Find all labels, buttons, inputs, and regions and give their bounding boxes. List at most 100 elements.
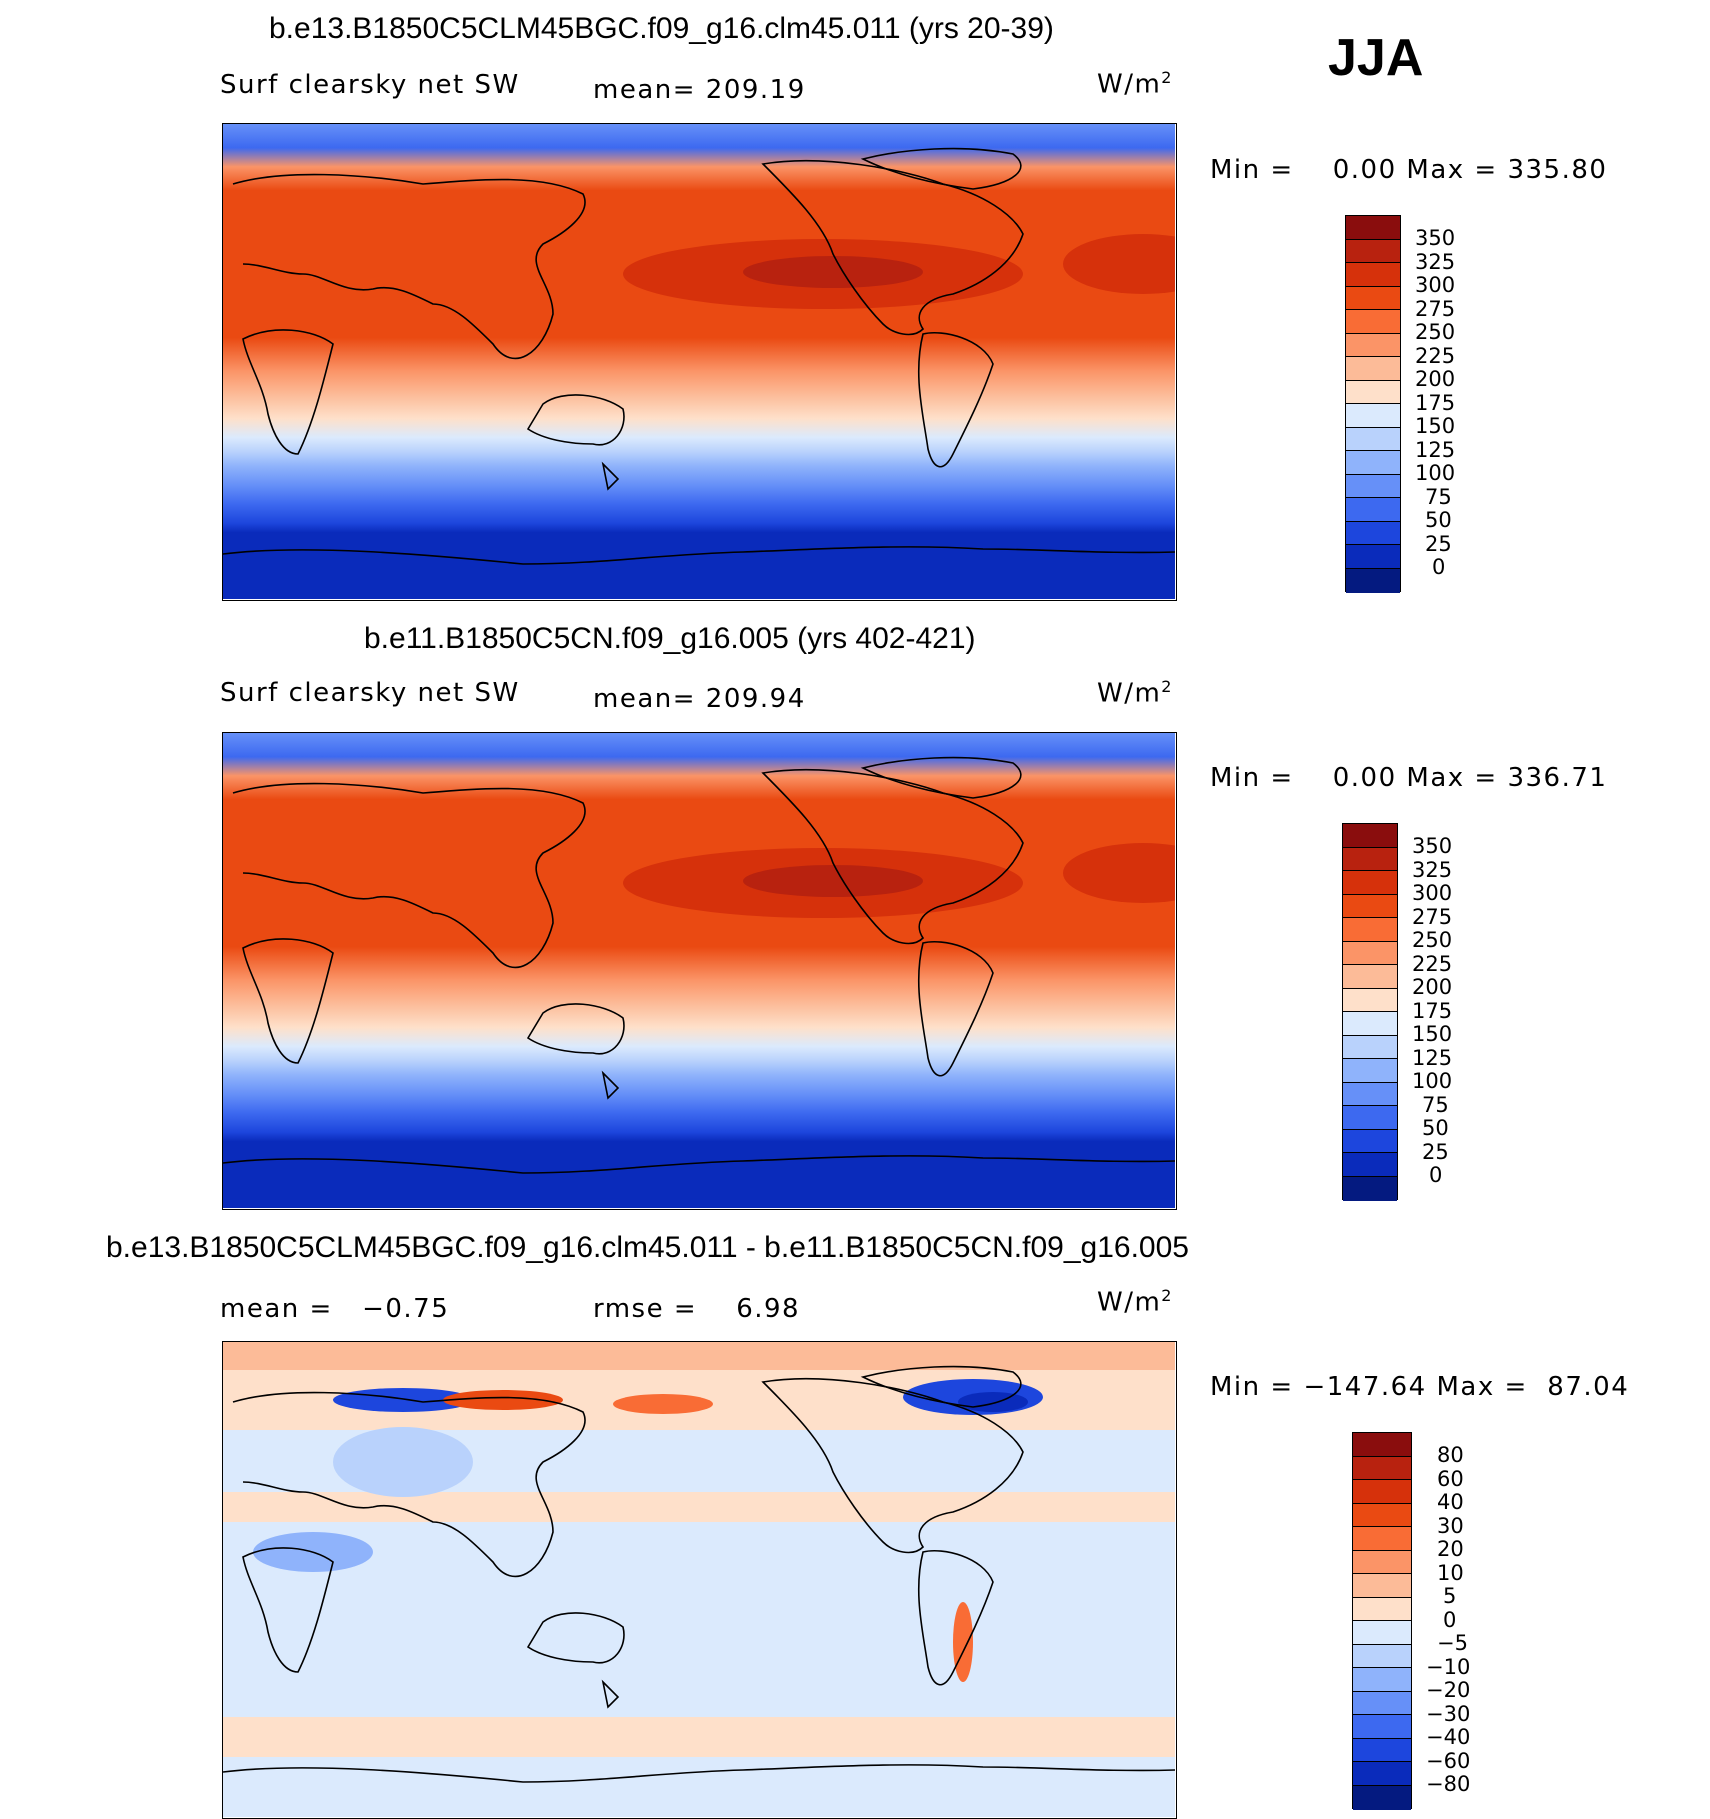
panel3-colorbar-tick: 20 xyxy=(1437,1537,1464,1561)
panel2-colorbar-swatch xyxy=(1343,1012,1397,1036)
panel2-colorbar xyxy=(1342,823,1398,1201)
panel1-colorbar-tick: 150 xyxy=(1415,414,1456,438)
panel2-title: b.e11.B1850C5CN.f09_g16.005 (yrs 402-421… xyxy=(364,622,976,655)
panel2-colorbar-tick: 325 xyxy=(1412,858,1453,882)
panel3-colorbar-swatch xyxy=(1353,1668,1411,1692)
panel1-map xyxy=(222,123,1177,601)
panel2-minmax: Min = 0.00 Max = 336.71 xyxy=(1210,763,1608,793)
panel3-rmse: rmse = 6.98 xyxy=(593,1294,801,1324)
panel3-colorbar-swatch xyxy=(1353,1597,1411,1621)
panel3-colorbar-tick: −10 xyxy=(1426,1655,1471,1679)
panel3-colorbar-tick: 0 xyxy=(1443,1608,1457,1632)
panel1-colorbar-swatch xyxy=(1346,239,1400,263)
panel3-colorbar-swatch xyxy=(1353,1762,1411,1786)
panel1-colorbar-tick: 300 xyxy=(1415,273,1456,297)
panel3-colorbar-tick: −40 xyxy=(1426,1725,1471,1749)
panel1-colorbar-tick: 100 xyxy=(1415,461,1456,485)
panel2-colorbar-swatch xyxy=(1343,1153,1397,1177)
panel2-colorbar-swatch xyxy=(1343,965,1397,989)
panel3-units: W/m2 xyxy=(1097,1286,1173,1318)
panel1-colorbar-swatch xyxy=(1346,333,1400,357)
panel1-title: b.e13.B1850C5CLM45BGC.f09_g16.clm45.011 … xyxy=(269,12,1054,45)
panel2-colorbar-swatch xyxy=(1343,1035,1397,1059)
panel1-colorbar-tick: 25 xyxy=(1425,532,1452,556)
panel1-colorbar-tick: 0 xyxy=(1432,555,1446,579)
panel3-colorbar-swatch xyxy=(1353,1644,1411,1668)
panel1-colorbar-tick: 125 xyxy=(1415,438,1456,462)
panel2-colorbar-swatch xyxy=(1343,918,1397,942)
panel3-colorbar-tick: 60 xyxy=(1437,1467,1464,1491)
panel1-colorbar-swatch xyxy=(1346,451,1400,475)
panel1-colorbar-tick: 325 xyxy=(1415,250,1456,274)
panel3-colorbar-tick: −30 xyxy=(1426,1702,1471,1726)
panel2-colorbar-swatch xyxy=(1343,1129,1397,1153)
panel1-colorbar-swatch xyxy=(1346,474,1400,498)
panel2-map xyxy=(222,732,1177,1210)
panel3-colorbar-tick: 80 xyxy=(1437,1443,1464,1467)
panel2-continents xyxy=(223,756,1175,1174)
panel2-colorbar-tick: 225 xyxy=(1412,952,1453,976)
panel1-minmax: Min = 0.00 Max = 335.80 xyxy=(1210,155,1608,185)
panel1-colorbar-swatch xyxy=(1346,568,1400,593)
panel1-colorbar-tick: 350 xyxy=(1415,226,1456,250)
panel1-colorbar-tick: 50 xyxy=(1425,508,1452,532)
panel2-colorbar-tick: 250 xyxy=(1412,928,1453,952)
panel2-units: W/m2 xyxy=(1097,677,1173,709)
panel2-colorbar-tick: 150 xyxy=(1412,1022,1453,1046)
panel3-mean: mean = −0.75 xyxy=(220,1294,450,1324)
panel1-colorbar-tick: 225 xyxy=(1415,344,1456,368)
panel2-colorbar-tick: 125 xyxy=(1412,1046,1453,1070)
panel2-colorbar-swatch xyxy=(1343,894,1397,918)
panel3-colorbar-swatch xyxy=(1353,1527,1411,1551)
panel3-colorbar-swatch xyxy=(1353,1480,1411,1504)
panel2-colorbar-swatch xyxy=(1343,988,1397,1012)
panel3-colorbar-tick: −5 xyxy=(1437,1631,1468,1655)
panel2-colorbar-tick: 175 xyxy=(1412,999,1453,1023)
panel3-colorbar-tick: −20 xyxy=(1426,1678,1471,1702)
panel2-colorbar-tick: 25 xyxy=(1422,1140,1449,1164)
panel3-colorbar-tick: 30 xyxy=(1437,1514,1464,1538)
panel2-colorbar-swatch xyxy=(1343,1176,1397,1201)
panel2-colorbar-tick: 275 xyxy=(1412,905,1453,929)
panel1-colorbar-swatch xyxy=(1346,310,1400,334)
panel1-mean: mean= 209.19 xyxy=(593,75,806,105)
panel3-colorbar-swatch xyxy=(1353,1738,1411,1762)
panel2-colorbar-tick: 200 xyxy=(1412,975,1453,999)
panel3-colorbar-swatch xyxy=(1353,1715,1411,1739)
panel1-colorbar-swatch xyxy=(1346,286,1400,310)
season-label: JJA xyxy=(1328,29,1424,87)
panel1-variable: Surf clearsky net SW xyxy=(220,70,520,100)
panel3-colorbar-swatch xyxy=(1353,1691,1411,1715)
panel1-colorbar-tick: 75 xyxy=(1425,485,1452,509)
panel3-title: b.e13.B1850C5CLM45BGC.f09_g16.clm45.011 … xyxy=(106,1231,1189,1264)
panel3-colorbar-tick: 10 xyxy=(1437,1561,1464,1585)
panel1-colorbar xyxy=(1345,215,1401,593)
panel2-colorbar-swatch xyxy=(1343,1106,1397,1130)
panel1-colorbar-tick: 200 xyxy=(1415,367,1456,391)
panel3-colorbar-swatch xyxy=(1353,1574,1411,1598)
panel3-continents xyxy=(223,1365,1175,1783)
panel1-colorbar-tick: 175 xyxy=(1415,391,1456,415)
panel3-colorbar-tick: 5 xyxy=(1443,1584,1457,1608)
panel3-colorbar-tick: −80 xyxy=(1426,1772,1471,1796)
panel3-colorbar-swatch xyxy=(1353,1621,1411,1645)
panel2-colorbar-swatch xyxy=(1343,1082,1397,1106)
panel2-colorbar-tick: 75 xyxy=(1422,1093,1449,1117)
panel1-colorbar-swatch xyxy=(1346,521,1400,545)
panel3-colorbar xyxy=(1352,1432,1412,1810)
panel1-colorbar-swatch xyxy=(1346,357,1400,381)
panel2-colorbar-tick: 350 xyxy=(1412,834,1453,858)
panel3-colorbar-swatch xyxy=(1353,1456,1411,1480)
panel2-colorbar-tick: 100 xyxy=(1412,1069,1453,1093)
panel3-colorbar-swatch xyxy=(1353,1550,1411,1574)
panel2-colorbar-swatch xyxy=(1343,1059,1397,1083)
panel1-colorbar-tick: 250 xyxy=(1415,320,1456,344)
panel1-colorbar-swatch xyxy=(1346,545,1400,569)
panel1-units: W/m2 xyxy=(1097,68,1173,100)
panel2-colorbar-tick: 50 xyxy=(1422,1116,1449,1140)
panel3-colorbar-swatch xyxy=(1353,1503,1411,1527)
panel2-mean: mean= 209.94 xyxy=(593,684,806,714)
panel3-colorbar-tick: −60 xyxy=(1426,1749,1471,1773)
panel3-map xyxy=(222,1341,1177,1819)
panel2-colorbar-tick: 0 xyxy=(1429,1163,1443,1187)
